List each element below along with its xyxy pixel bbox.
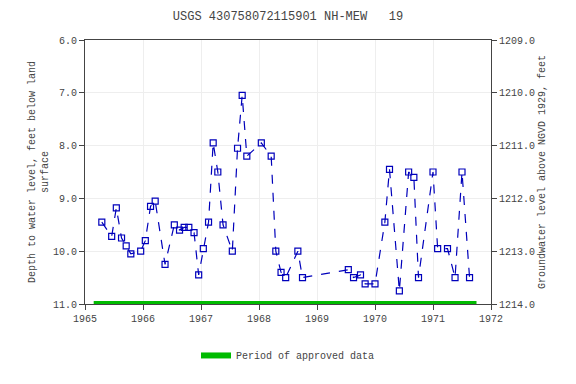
svg-text:1213.0: 1213.0: [499, 247, 535, 258]
svg-text:Groundwater level above NGVD 1: Groundwater level above NGVD 1929, feet: [537, 55, 548, 289]
svg-text:1965: 1965: [73, 314, 97, 325]
svg-text:1214.0: 1214.0: [499, 300, 535, 311]
svg-text:Period of approved data: Period of approved data: [236, 351, 374, 362]
svg-text:6.0: 6.0: [59, 36, 77, 47]
svg-text:1212.0: 1212.0: [499, 194, 535, 205]
svg-text:9.0: 9.0: [59, 194, 77, 205]
svg-text:1211.0: 1211.0: [499, 141, 535, 152]
svg-text:1971: 1971: [421, 314, 445, 325]
svg-text:7.0: 7.0: [59, 88, 77, 99]
svg-text:1970: 1970: [363, 314, 387, 325]
svg-text:1968: 1968: [247, 314, 271, 325]
svg-text:8.0: 8.0: [59, 141, 77, 152]
svg-text:1967: 1967: [189, 314, 213, 325]
svg-text:1972: 1972: [479, 314, 503, 325]
svg-text:1966: 1966: [131, 314, 155, 325]
svg-text:USGS 430758072115901 NH-MEW: USGS 430758072115901 NH-MEW 19: [173, 10, 403, 24]
svg-text:10.0: 10.0: [53, 247, 77, 258]
svg-text:1210.0: 1210.0: [499, 88, 535, 99]
svg-text:1209.0: 1209.0: [499, 36, 535, 47]
svg-text:1969: 1969: [305, 314, 329, 325]
svg-text:11.0: 11.0: [53, 300, 77, 311]
svg-text:Depth to water level, feet bel: Depth to water level, feet below landsur…: [27, 61, 51, 283]
